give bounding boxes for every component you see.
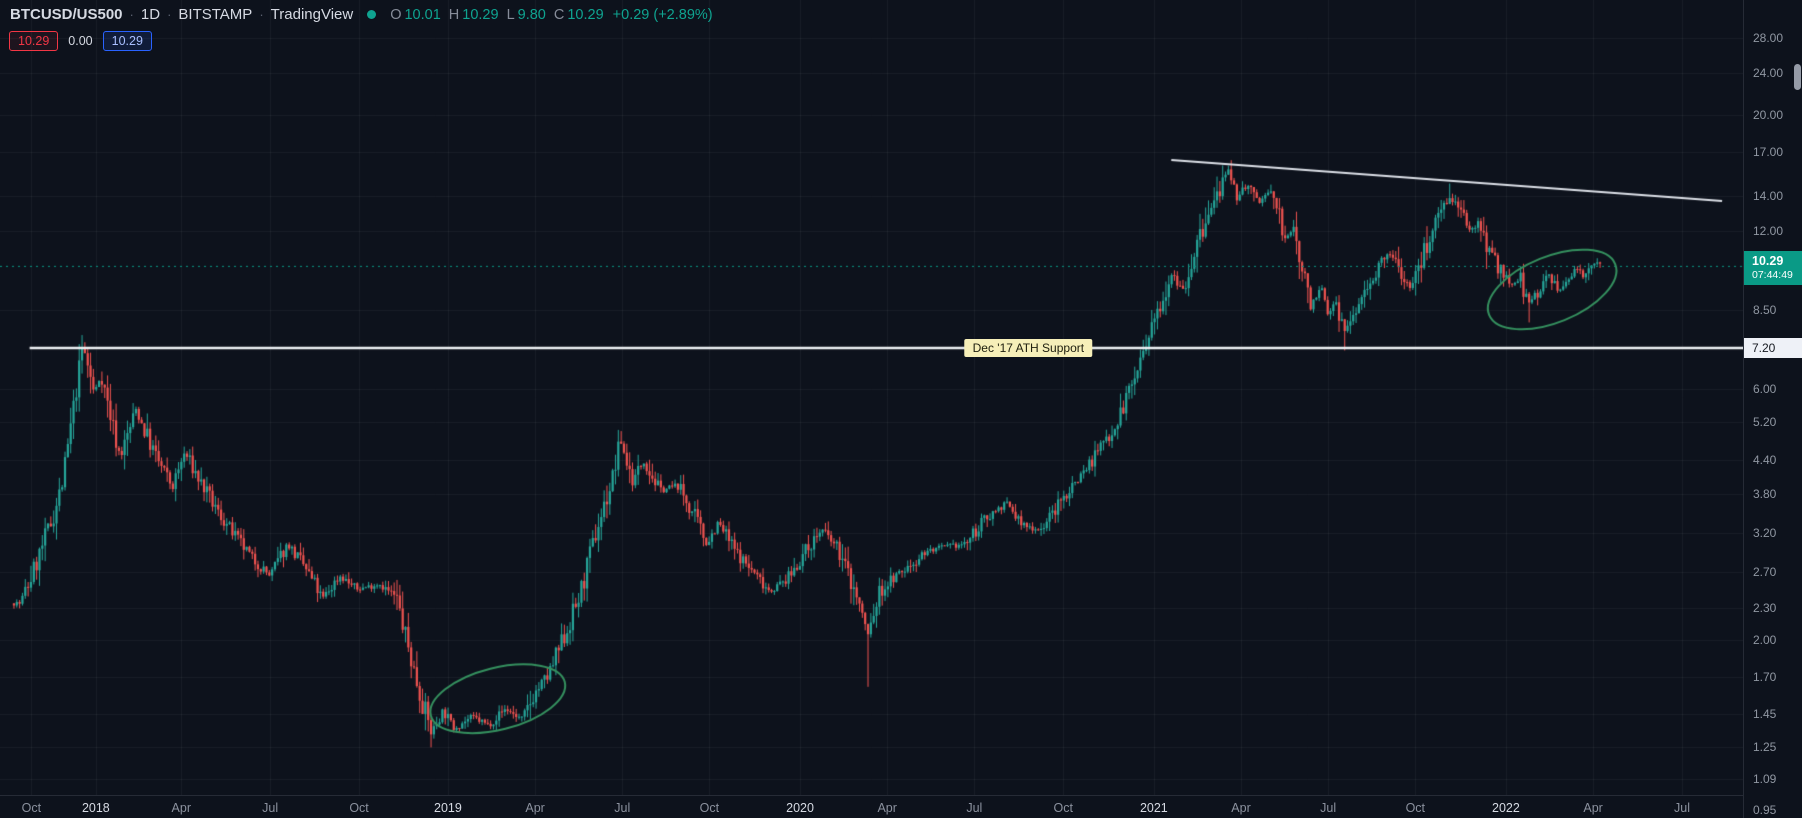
price-line-badges: 10.29 0.00 10.29 [9,31,152,51]
time-axis-label: Oct [699,801,720,815]
price-label-blue[interactable]: 10.29 [102,31,152,51]
price-tick-label: 12.00 [1753,224,1784,239]
zero-value: 0.00 [68,34,93,48]
price-tick-label: 17.00 [1753,144,1784,159]
time-axis[interactable]: Oct 2018 Apr Jul Oct 2019 Apr Jul Oct 2020 Apr Jul O… [0,795,1743,818]
price-tick-label: 2.00 [1753,633,1777,648]
time-axis-label: 2019 [434,801,462,815]
price-tick-label: 24.00 [1753,66,1784,81]
time-axis-label: 2018 [81,801,110,815]
price-label-red[interactable]: 10.29 [9,31,59,51]
time-axis-label: Apr [1583,801,1603,815]
price-tick-label: 5.20 [1753,415,1777,430]
current-price-badge: 10.29 07:44:49 [1744,251,1802,285]
low-label: L [506,6,515,23]
price-chart-canvas[interactable] [0,0,1743,795]
current-price-value: 10.29 [1752,254,1784,269]
price-tick-label: 1.70 [1753,670,1777,685]
price-tick-label: 14.00 [1753,189,1784,204]
time-axis-label: Jul [1320,801,1337,815]
bar-countdown: 07:44:49 [1752,269,1793,282]
time-axis-label: Oct [21,801,42,815]
price-tick-label: 8.50 [1753,303,1777,317]
axis-scrollbar-thumb[interactable] [1794,64,1801,90]
market-status-icon [367,10,377,19]
price-tick-label: 1.09 [1753,771,1777,786]
support-price-badge: 7.20 [1744,337,1802,358]
time-axis-label: Jul [262,801,279,815]
price-tick-label: 3.20 [1753,525,1777,540]
time-axis-label: Jul [1673,801,1690,815]
price-tick-label: 0.95 [1753,803,1777,817]
legend-separator: · [167,7,172,22]
time-axis-label: Jul [614,801,631,815]
price-tick-label: 4.40 [1753,453,1777,468]
chart-area[interactable]: BTCUSD/US500 · 1D · BITSTAMP · TradingVi… [0,0,1743,795]
legend-separator: · [129,7,134,22]
legend-separator: · [259,7,264,22]
interval-label[interactable]: 1D [140,6,161,23]
time-axis-label: Apr [877,801,897,815]
price-tick-label: 2.70 [1753,564,1777,579]
open-value: 10.01 [404,6,441,23]
exchange-label: BITSTAMP [178,6,253,23]
price-tick-label: 6.00 [1753,382,1777,397]
price-axis[interactable]: 10.29 07:44:49 7.20 28.00 24.00 20.00 17.00… [1743,0,1802,818]
price-tick-label: 3.80 [1753,486,1777,501]
support-annotation-label[interactable]: Dec '17 ATH Support [964,338,1093,357]
time-axis-label: 2021 [1139,801,1168,815]
time-axis-label: Oct [349,801,369,815]
price-tick-label: 1.45 [1753,706,1777,721]
time-axis-label: Apr [1231,801,1251,815]
high-label: H [448,6,460,23]
close-value: 10.29 [567,6,604,23]
price-tick-label: 1.25 [1753,740,1777,755]
open-label: O [390,6,402,23]
ohlc-readout: O 10.01 H 10.29 L 9.80 C 10.29 [390,7,603,23]
time-axis-label: 2022 [1492,801,1520,815]
symbol-name[interactable]: BTCUSD/US500 [10,6,123,23]
low-value: 9.80 [517,6,546,23]
price-tick-label: 2.30 [1753,601,1777,616]
time-axis-label: Oct [1405,801,1426,815]
high-value: 10.29 [462,6,499,23]
time-axis-label: 2020 [786,801,814,815]
time-axis-label: Apr [525,801,545,815]
change-value: +0.29 (+2.89%) [612,6,713,23]
chart-legend[interactable]: BTCUSD/US500 · 1D · BITSTAMP · TradingVi… [10,6,713,23]
platform-label: TradingView [270,6,354,23]
time-axis-label: Jul [966,801,983,815]
time-axis-label: Apr [171,801,191,815]
price-tick-label: 20.00 [1753,107,1784,122]
price-tick-label: 28.00 [1753,31,1784,45]
time-axis-label: Oct [1053,801,1073,815]
close-label: C [553,6,565,23]
